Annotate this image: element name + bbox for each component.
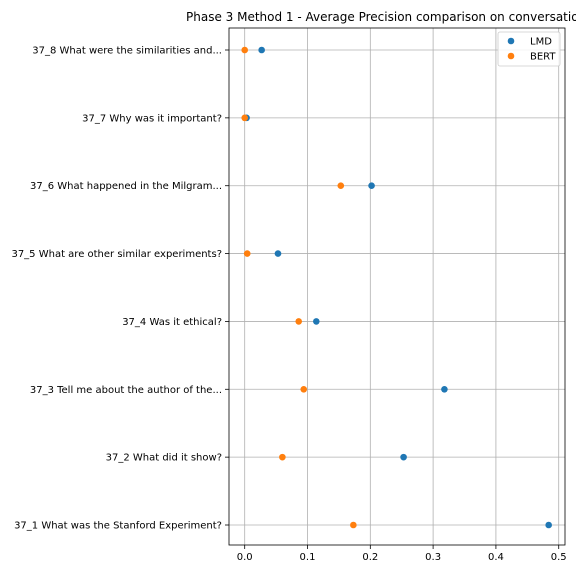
labels-layer: 0.0 0.1 0.2 0.3 0.4 0.5 37_8 What were the sim…: [11, 10, 576, 563]
legend: LMD BERT: [497, 31, 561, 67]
legend-marker-bert: [507, 52, 515, 60]
data-point-bert: [279, 453, 286, 461]
data-point-bert: [337, 182, 345, 190]
x-tick-label: 0.4: [488, 552, 504, 563]
legend-label-lmd: LMD: [530, 37, 552, 48]
x-tick-label: 0.5: [551, 552, 567, 563]
data-point-lmd: [312, 318, 320, 325]
axes-layer: [225, 27, 566, 549]
data-point-bert: [243, 250, 251, 257]
y-tick-label: 37_3 Tell me about the author of the...: [30, 385, 222, 396]
y-tick-label: 37_7 Why was it important?: [82, 113, 222, 124]
y-tick-label: 37_6 What happened in the Milgram...: [30, 181, 222, 192]
data-point-bert: [241, 114, 249, 122]
y-tick-label: 37_4 Was it ethical?: [122, 317, 222, 328]
data-point-bert: [300, 385, 308, 393]
marks-layer: [241, 46, 552, 529]
data-point-lmd: [545, 521, 552, 529]
x-tick-label: 0.2: [362, 552, 378, 563]
data-point-bert: [350, 521, 357, 529]
x-tick-label: 0.3: [425, 552, 441, 563]
x-tick-label: 0.1: [300, 552, 316, 563]
data-point-bert: [241, 46, 249, 54]
data-point-lmd: [258, 46, 265, 54]
y-tick-label: 37_2 What did it show?: [106, 453, 222, 464]
data-point-bert: [295, 318, 303, 325]
data-point-lmd: [368, 182, 375, 190]
chart-title: Phase 3 Method 1 - Average Precision com…: [186, 10, 576, 24]
x-tick-label: 0.0: [237, 552, 253, 563]
data-point-lmd: [400, 453, 407, 461]
legend-marker-lmd: [507, 37, 515, 45]
y-tick-label: 37_1 What was the Stanford Experiment?: [14, 521, 222, 532]
y-tick-label: 37_5 What are other similar experiments?: [11, 249, 222, 260]
y-tick-label: 37_8 What were the similarities and...: [32, 46, 222, 57]
grid-layer: [229, 28, 565, 545]
data-point-lmd: [441, 385, 448, 393]
data-point-lmd: [274, 250, 282, 257]
legend-label-bert: BERT: [530, 52, 556, 63]
plot-frame: [228, 27, 566, 546]
